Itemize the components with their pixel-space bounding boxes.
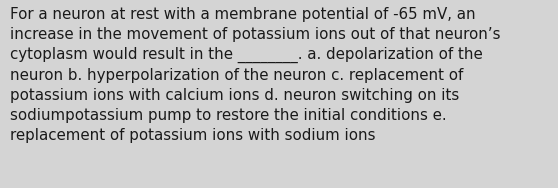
Text: For a neuron at rest with a membrane potential of -65 mV, an
increase in the mov: For a neuron at rest with a membrane pot… <box>10 7 501 143</box>
